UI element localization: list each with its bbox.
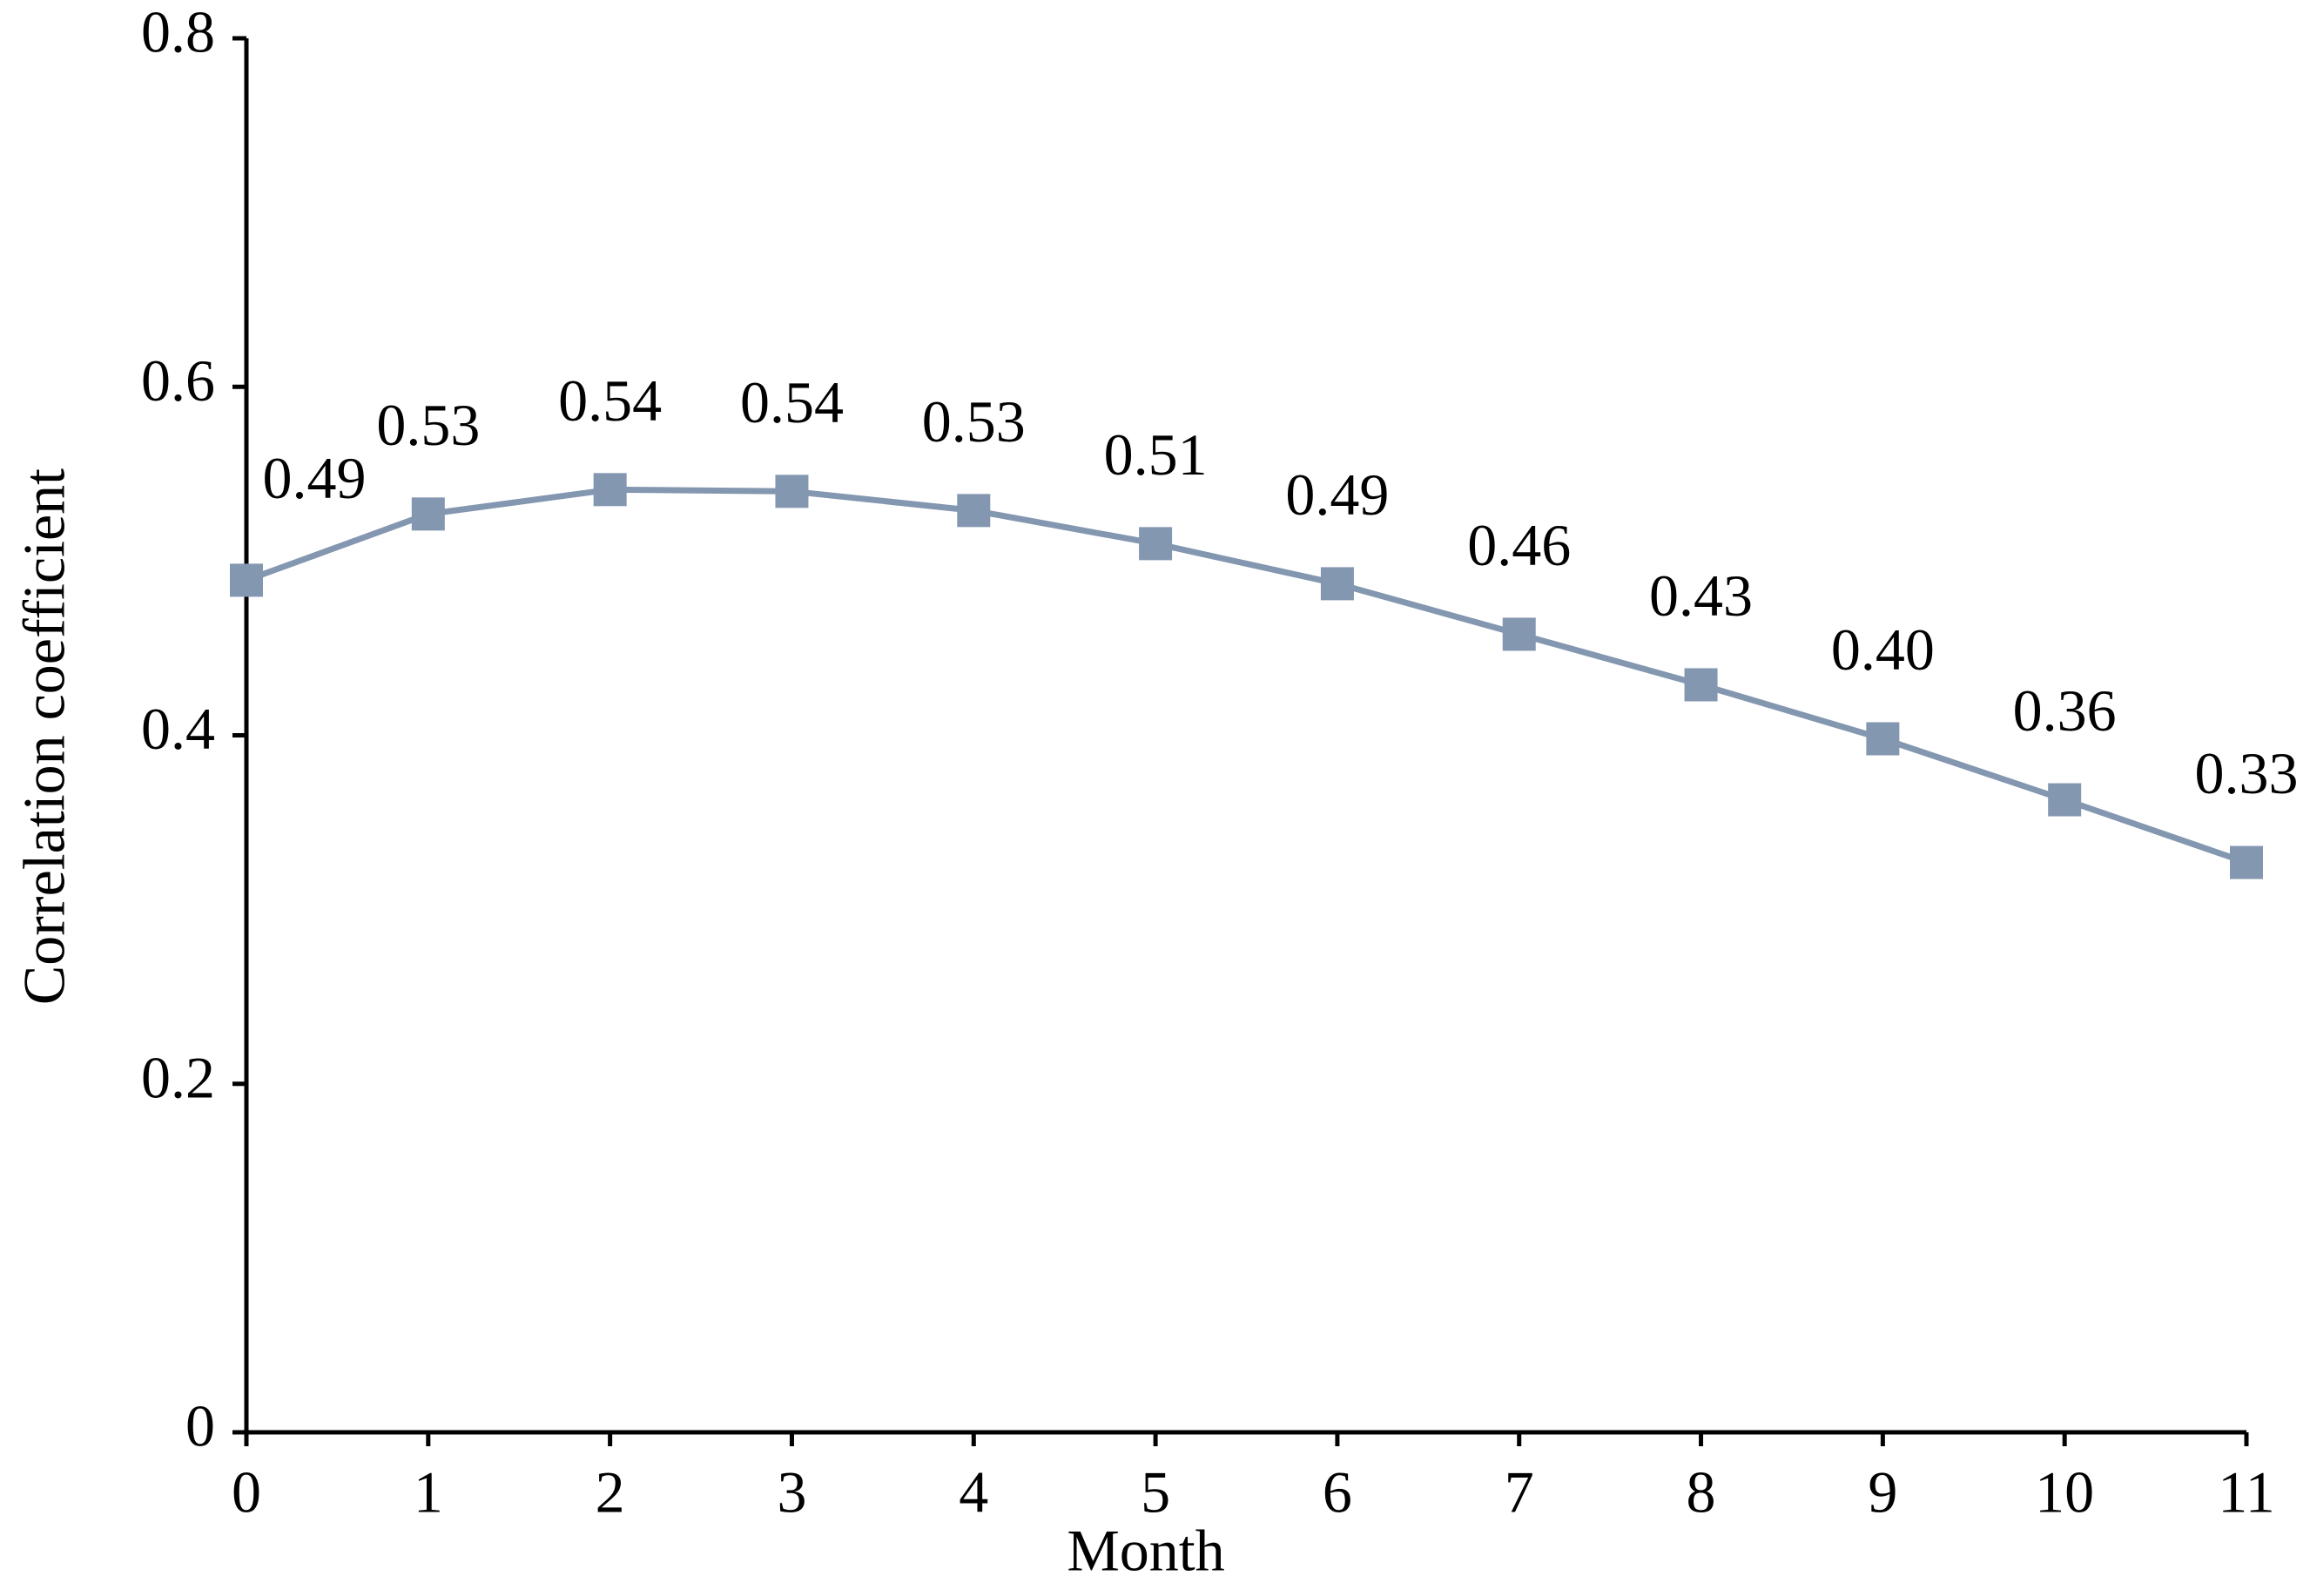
x-tick-label: 7 xyxy=(1505,1459,1534,1525)
x-tick-label: 11 xyxy=(2218,1459,2274,1525)
data-marker xyxy=(1320,567,1354,601)
data-marker xyxy=(775,475,809,508)
data-label: 0.46 xyxy=(1467,512,1571,578)
data-label: 0.40 xyxy=(1831,616,1935,683)
x-tick-label: 3 xyxy=(777,1459,806,1525)
x-tick-label: 6 xyxy=(1323,1459,1352,1525)
y-tick-label: 0.2 xyxy=(141,1044,215,1110)
data-label: 0.49 xyxy=(1285,461,1389,528)
y-tick-label: 0 xyxy=(185,1393,215,1459)
y-tick-label: 0.8 xyxy=(141,0,215,65)
x-tick-label: 1 xyxy=(414,1459,443,1525)
x-tick-label: 2 xyxy=(596,1459,625,1525)
data-marker xyxy=(1866,722,1900,756)
data-marker xyxy=(593,473,627,507)
data-marker xyxy=(1139,527,1173,561)
y-tick-label: 0.6 xyxy=(141,347,215,414)
data-label: 0.54 xyxy=(740,369,844,435)
data-marker xyxy=(230,563,263,597)
data-line xyxy=(245,486,2248,865)
x-tick-label: 9 xyxy=(1868,1459,1897,1525)
data-label: 0.36 xyxy=(2013,677,2117,744)
x-tick-label: 5 xyxy=(1141,1459,1170,1525)
x-axis-title: Month xyxy=(1067,1518,1224,1584)
data-label: 0.53 xyxy=(922,388,1026,455)
data-marker xyxy=(2230,845,2263,879)
data-label: 0.54 xyxy=(558,367,662,434)
data-label: 0.43 xyxy=(1649,562,1753,629)
x-tick-label: 10 xyxy=(2035,1459,2094,1525)
data-label: 0.33 xyxy=(2195,740,2299,806)
data-marker xyxy=(1684,668,1718,702)
data-marker xyxy=(411,497,445,531)
x-tick-label: 4 xyxy=(959,1459,988,1525)
x-tick-label: 8 xyxy=(1687,1459,1716,1525)
y-tick-label: 0.4 xyxy=(141,696,215,762)
y-axis-title: Correlation coefficient xyxy=(11,468,77,1005)
data-marker xyxy=(957,494,991,528)
data-marker xyxy=(2048,783,2082,817)
data-label: 0.53 xyxy=(376,392,480,458)
data-label: 0.51 xyxy=(1104,421,1208,488)
data-label: 0.49 xyxy=(263,445,367,511)
data-marker xyxy=(1502,617,1536,651)
x-tick-label: 0 xyxy=(232,1459,261,1525)
